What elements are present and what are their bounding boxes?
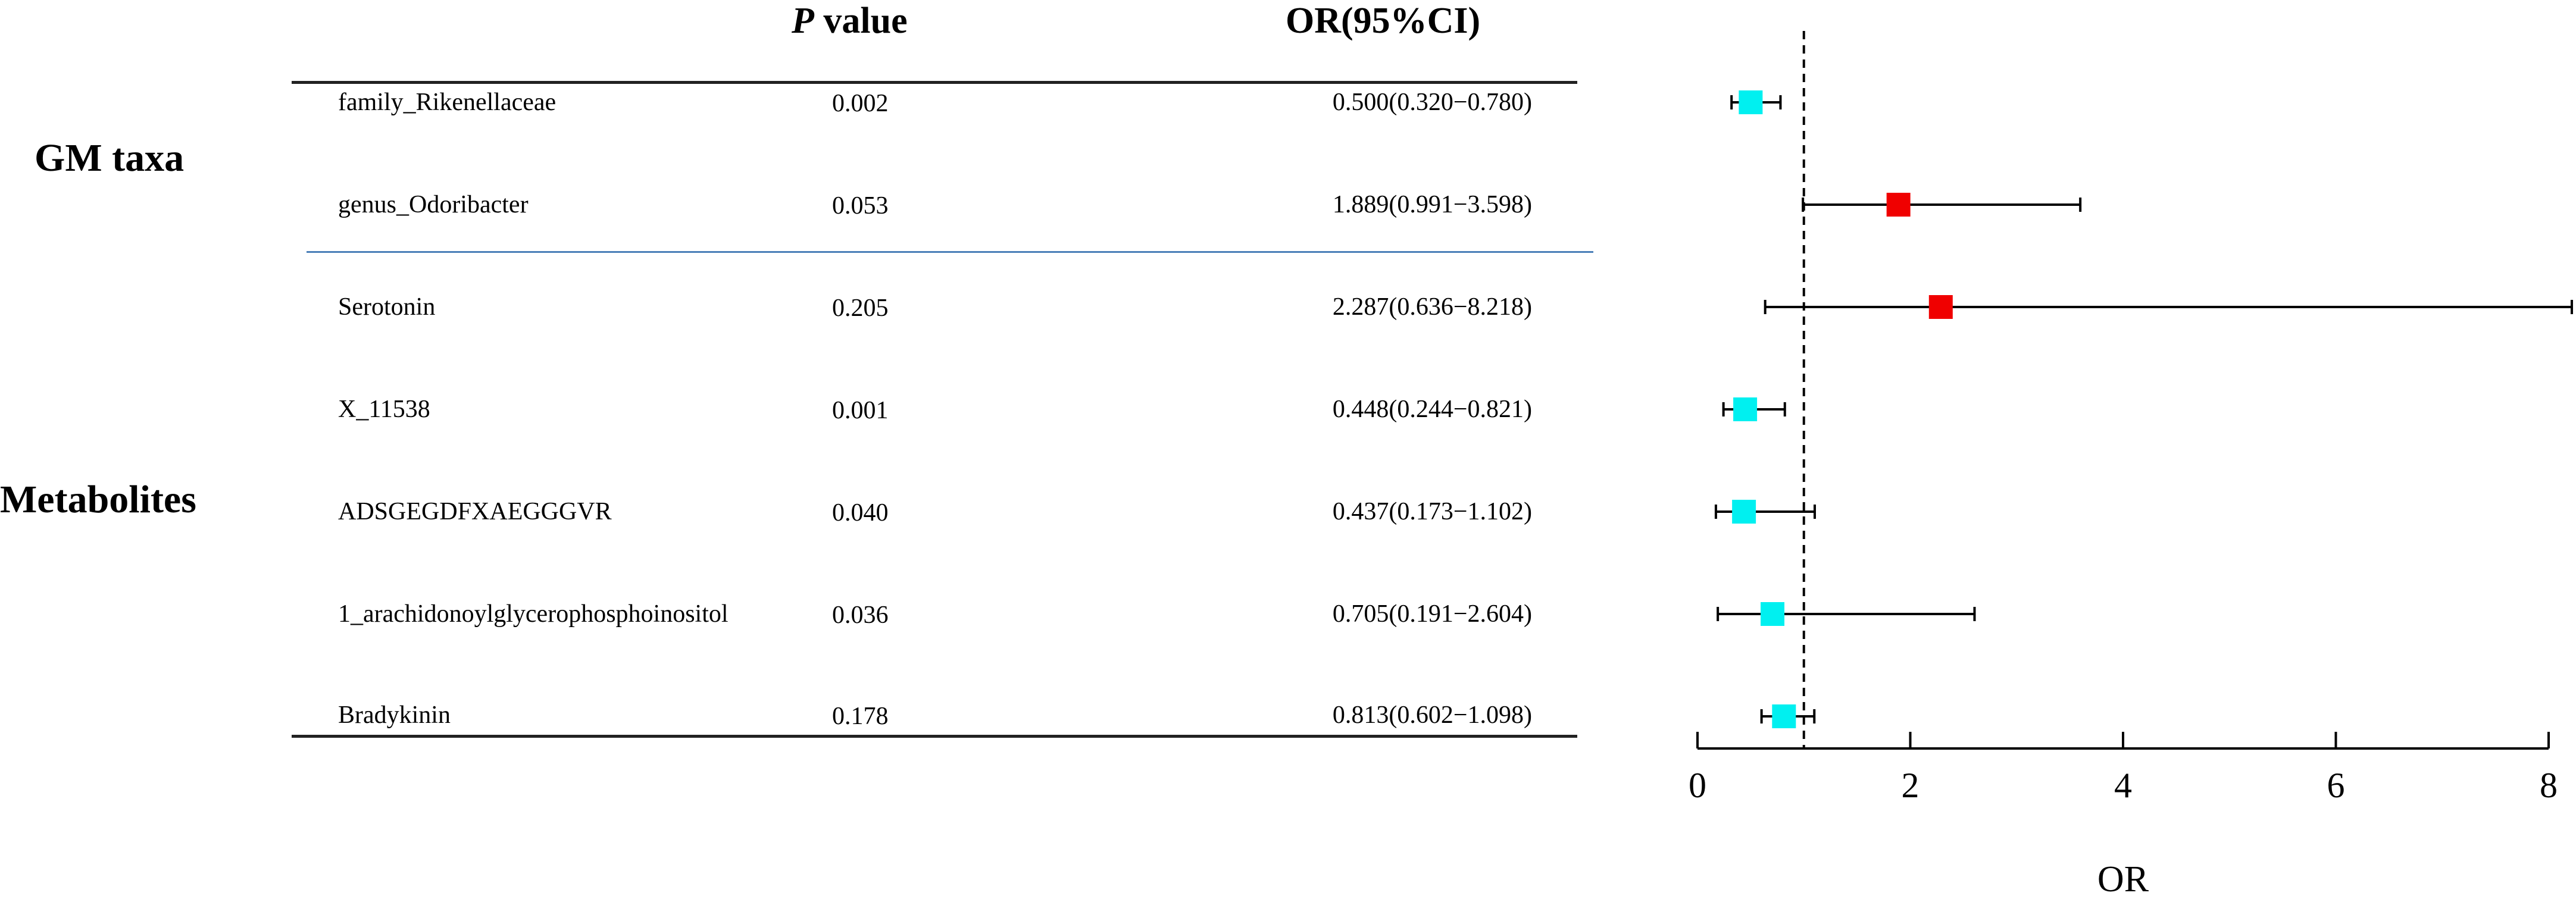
row-p-value: 0.053 [832,192,889,220]
row-or-ci: 1.889(0.991−3.598) [1332,191,1532,218]
group-label-gm-taxa: GM taxa [35,136,185,180]
row-or-ci: 2.287(0.636−8.218) [1332,293,1532,321]
row-or-ci: 0.437(0.173−1.102) [1332,498,1532,525]
row-name: Serotonin [338,293,436,321]
row-name: genus_Odoribacter [338,191,529,218]
row-p-value: 0.002 [832,90,889,117]
point-estimate-risk [1886,193,1911,217]
x-tick-label: 0 [1689,766,1706,805]
p-value-header-italic: P [792,1,814,41]
row-or-ci: 0.500(0.320−0.780) [1332,89,1532,116]
point-estimate-risk [1928,295,1953,319]
row-p-value: 0.205 [832,295,889,322]
or-ci-header: OR(95%CI) [1286,1,1481,41]
p-value-header: P value [792,0,958,42]
point-estimate-protective [1733,397,1758,421]
row-or-ci: 0.813(0.602−1.098) [1332,701,1532,729]
point-estimate-protective [1772,704,1796,728]
x-axis-title: OR [2097,859,2149,899]
point-estimate-protective [1732,500,1756,524]
x-tick-label: 2 [1902,766,1920,805]
row-or-ci: 0.448(0.244−0.821) [1332,396,1532,423]
x-tick-label: 4 [2114,766,2132,805]
table-bottom-rule [292,735,1577,738]
row-name: X_11538 [338,396,430,423]
row-name: ADSGEGDFXAEGGGVR [338,498,612,525]
x-tick-label: 8 [2540,766,2558,805]
row-p-value: 0.001 [832,397,889,424]
row-p-value: 0.040 [832,499,889,527]
row-p-value: 0.036 [832,602,889,629]
row-name: Bradykinin [338,701,451,729]
row-or-ci: 0.705(0.191−2.604) [1332,600,1532,628]
group-separator-rule [307,251,1593,253]
group-label-metabolites: Metabolites [0,478,196,521]
table-top-rule [292,81,1577,84]
point-estimate-protective [1761,602,1785,626]
x-tick-label: 6 [2327,766,2345,805]
row-p-value: 0.178 [832,703,889,730]
row-name: 1_arachidonoylglycerophosphoinositol [338,600,729,628]
row-name: family_Rikenellaceae [338,89,557,116]
point-estimate-protective [1739,90,1763,114]
p-value-header-rest: value [814,1,908,41]
forest-plot: 0 2 4 6 8 OR [1689,31,2573,899]
